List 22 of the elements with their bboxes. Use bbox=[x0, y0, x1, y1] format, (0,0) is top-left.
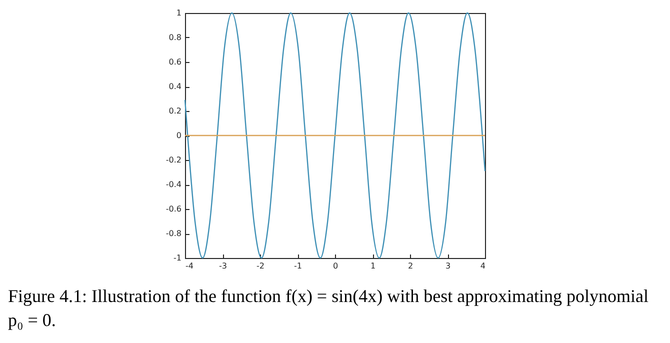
x-tick-label: 1 bbox=[370, 262, 376, 270]
x-tick-label: 2 bbox=[408, 262, 414, 270]
y-tick-label: 0.2 bbox=[168, 106, 182, 116]
y-tick-label: -0.4 bbox=[166, 180, 182, 189]
y-tick-label: -0.6 bbox=[166, 204, 182, 214]
x-tick-label: 3 bbox=[445, 262, 451, 270]
x-tick-label: -1 bbox=[294, 262, 302, 270]
line-series bbox=[184, 12, 486, 259]
x-tick-label: -4 bbox=[186, 262, 194, 270]
y-tick-label: -0.2 bbox=[166, 156, 182, 164]
caption: Figure 4.1: Illustration of the function f(x) = sin(4x) with best approximating polynomial p₀ = 0. bbox=[8, 285, 650, 332]
y-tick-label: -1 bbox=[174, 254, 182, 262]
y-tick-label: 0.8 bbox=[168, 33, 182, 42]
y-tick-label: 1 bbox=[176, 8, 182, 18]
y-tick-label: 0 bbox=[176, 131, 182, 140]
x-tick-label: -2 bbox=[256, 262, 264, 270]
x-tick-label: -3 bbox=[219, 262, 227, 270]
y-tick-label: 0.4 bbox=[168, 82, 182, 91]
x-tick-label: 0 bbox=[332, 262, 338, 270]
y-tick-label: -0.8 bbox=[166, 229, 182, 238]
y-tick-label: 0.6 bbox=[168, 58, 182, 66]
x-tick-label: 4 bbox=[480, 262, 486, 270]
